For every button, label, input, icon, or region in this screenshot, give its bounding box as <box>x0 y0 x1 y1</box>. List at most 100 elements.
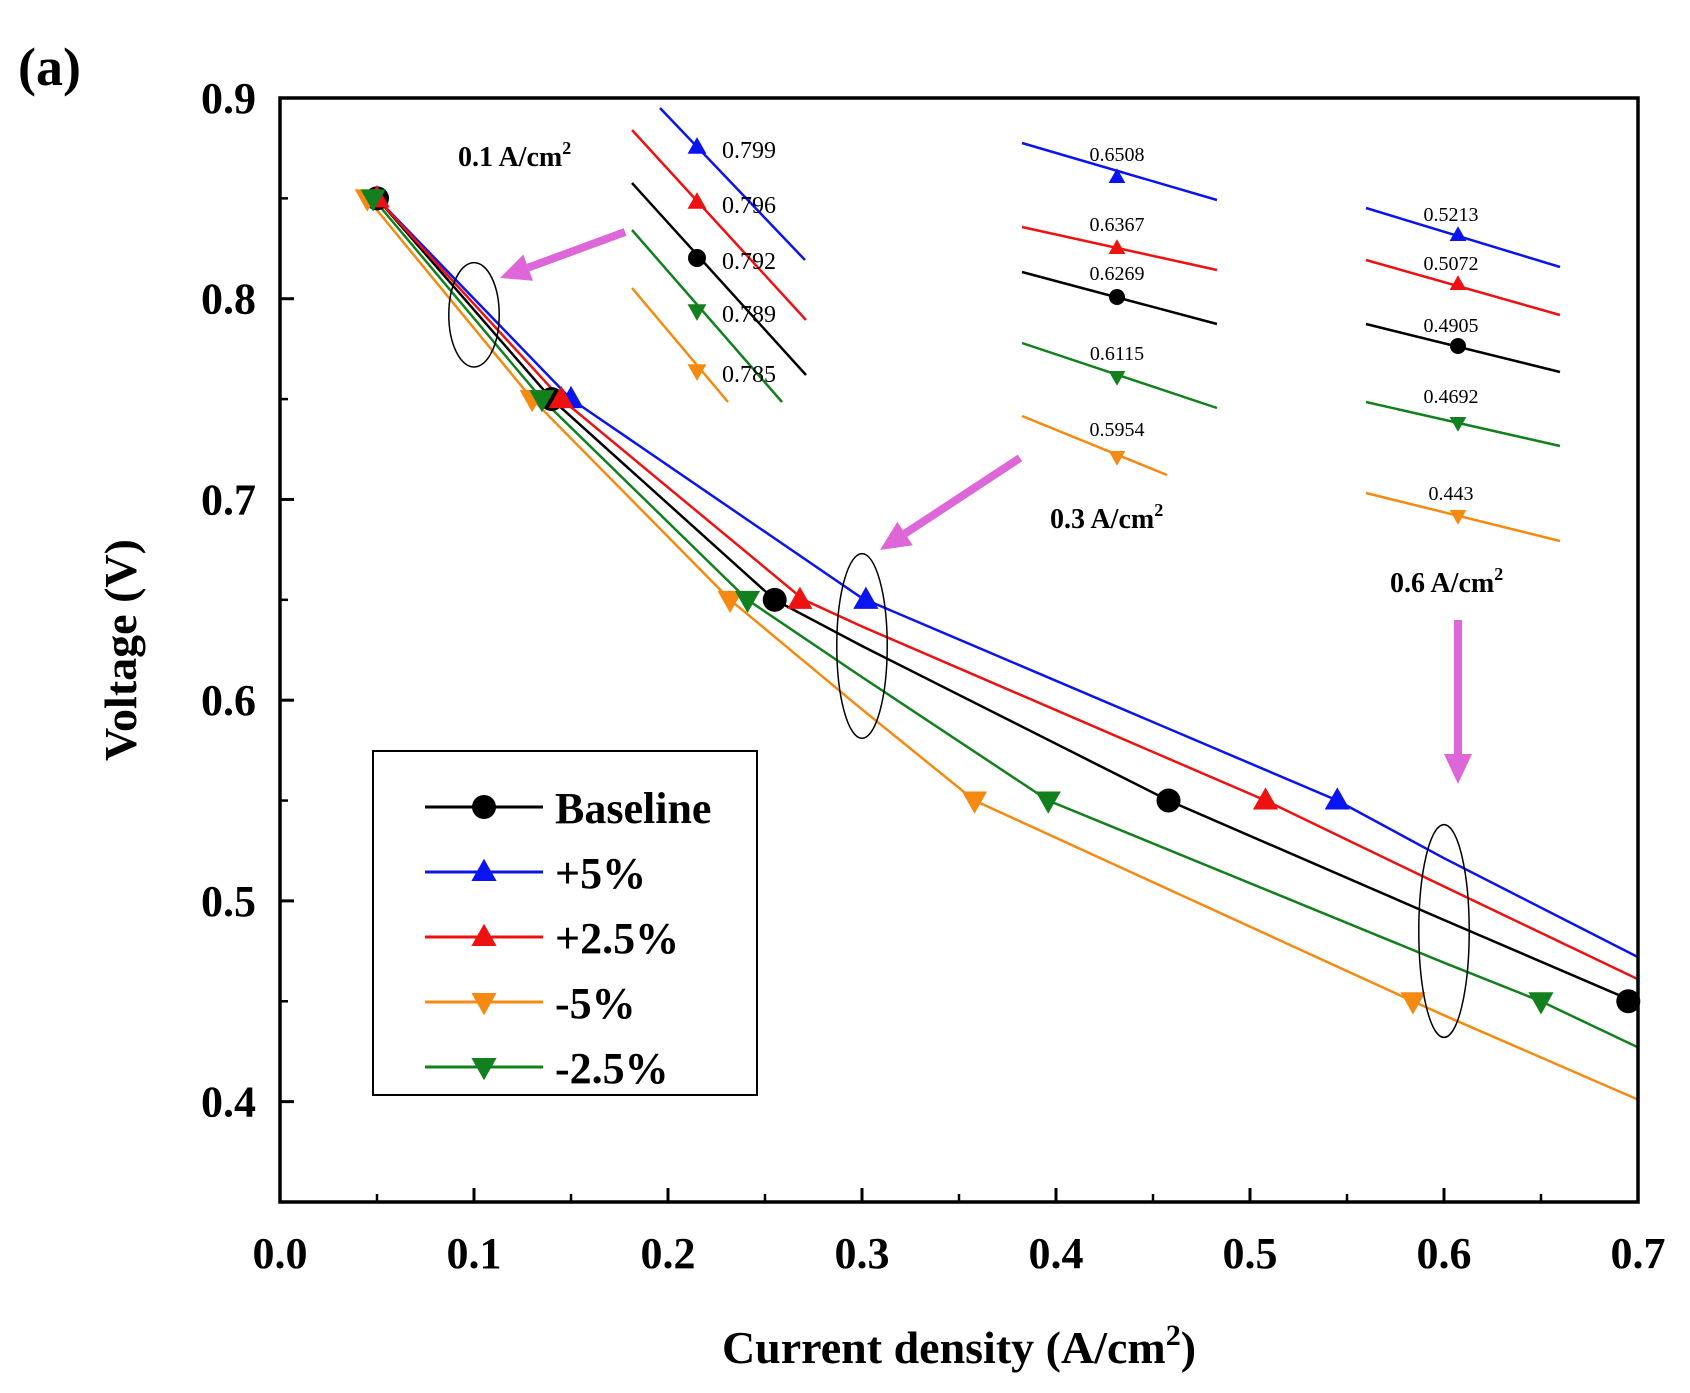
inset-point-plusminus-5pct <box>1449 226 1467 241</box>
highlight-ellipse <box>448 261 500 368</box>
inset-value-minus-5pct: 0.785 <box>722 362 776 388</box>
data-point-minus-2-5pct <box>1035 791 1061 814</box>
inset-line-minus-2-5pct <box>631 229 783 403</box>
inset-value-plusminus-5pct: 0.6508 <box>1090 144 1145 166</box>
data-point-minus-2-5pct <box>360 189 386 212</box>
inset-point-minus-2-5pct <box>1449 417 1467 432</box>
inset-line-minus-5pct <box>1365 491 1561 543</box>
arrow-0-1 <box>500 228 627 281</box>
legend-item-minus-5pct: -5% <box>425 979 636 1028</box>
legend-swatch-marker <box>471 993 497 1016</box>
inset-line-plusminus-5pct <box>659 107 806 261</box>
inset-point-baseline <box>1109 289 1125 305</box>
inset-value-plusminus-2-5pct: 0.796 <box>722 193 776 219</box>
data-point-plusminus-5pct <box>853 586 879 609</box>
x-tick-label: 0.3 <box>835 1229 890 1278</box>
inset-value-minus-2-5pct: 0.789 <box>722 302 776 328</box>
inset-value-minus-2-5pct: 0.6115 <box>1090 343 1144 365</box>
annotation-arrows <box>500 228 1472 784</box>
inset-value-minus-2-5pct: 0.4692 <box>1424 386 1479 408</box>
y-axis-title: Voltage (V) <box>95 539 146 761</box>
panel-label: (a) <box>18 37 81 97</box>
legend-swatch-marker <box>471 1058 497 1081</box>
legend-item-plusminus-5pct: +5% <box>425 849 646 898</box>
inset-point-plusminus-5pct <box>1108 168 1126 183</box>
inset-point-plusminus-2-5pct <box>1108 239 1126 254</box>
data-point-plusminus-5pct <box>1324 787 1350 810</box>
y-tick-label: 0.6 <box>201 676 256 725</box>
legend-label: -2.5% <box>555 1044 669 1093</box>
arrow-0-6 <box>1444 620 1472 784</box>
inset-point-plusminus-2-5pct <box>687 192 707 209</box>
inset-point-plusminus-2-5pct <box>1449 275 1467 290</box>
inset-line-plusminus-2-5pct <box>631 129 807 321</box>
inset-point-baseline <box>1450 338 1466 354</box>
inset-line-minus-5pct <box>631 287 729 403</box>
data-point-plusminus-2-5pct <box>1252 787 1279 810</box>
y-tick-label: 0.5 <box>201 877 256 926</box>
data-point-minus-5pct <box>717 590 743 614</box>
y-tick-label: 0.4 <box>201 1078 256 1127</box>
x-tick-label: 0.0 <box>253 1229 308 1278</box>
highlight-ellipse <box>1418 823 1470 1039</box>
inset-line-minus-5pct <box>1021 414 1168 477</box>
x-tick-label: 0.6 <box>1417 1229 1472 1278</box>
y-axis-ticks: 0.4 0.5 0.6 0.7 0.8 0.9 <box>201 74 294 1127</box>
data-point-minus-2-5pct <box>529 390 555 413</box>
inset-value-baseline: 0.4905 <box>1424 315 1479 337</box>
inset-value-baseline: 0.6269 <box>1090 263 1145 285</box>
x-tick-label: 0.5 <box>1223 1229 1278 1278</box>
legend-item-plusminus-2-5pct: +2.5% <box>425 914 679 963</box>
series-line-minus-2-5pct <box>372 197 1639 1049</box>
legend-label: +2.5% <box>555 914 679 963</box>
legend: Baseline +5% +2.5% -5% -2.5% <box>372 750 758 1096</box>
x-tick-label: 0.4 <box>1029 1229 1084 1278</box>
data-point-minus-2-5pct <box>1528 992 1554 1015</box>
highlight-ellipse <box>836 552 888 740</box>
inset-point-baseline <box>688 249 706 267</box>
series-line-minus-5pct <box>366 197 1639 1101</box>
data-point-baseline <box>1156 788 1181 813</box>
x-tick-label: 0.7 <box>1611 1229 1666 1278</box>
inset-value-plusminus-2-5pct: 0.6367 <box>1090 214 1145 236</box>
data-point-baseline <box>1616 989 1641 1014</box>
plot-frame <box>278 96 1640 1204</box>
data-point-minus-5pct <box>961 791 988 814</box>
inset-line-baseline <box>631 182 807 376</box>
inset-value-plusminus-2-5pct: 0.5072 <box>1424 253 1479 275</box>
legend-item-baseline: Baseline <box>425 784 711 833</box>
inset-point-minus-2-5pct <box>1108 371 1126 386</box>
inset-line-minus-2-5pct <box>1365 400 1561 448</box>
annotation-label-0-1: 0.1 A/cm2 <box>458 138 571 173</box>
data-point-minus-2-5pct <box>734 590 761 614</box>
data-point-plusminus-2-5pct <box>548 385 574 409</box>
y-tick-label: 0.9 <box>201 74 256 123</box>
annotation-label-0-6: 0.6 A/cm2 <box>1390 564 1503 599</box>
plot-area: 0.0 0.1 0.2 0.3 0.4 0.5 0.6 0.7 0.4 0.5 0.6 0.7 0.8… <box>201 74 1666 1278</box>
series-markers <box>354 185 1641 1015</box>
inset-point-minus-5pct <box>1108 451 1126 466</box>
inset-value-baseline: 0.792 <box>722 249 776 275</box>
x-axis-ticks: 0.0 0.1 0.2 0.3 0.4 0.5 0.6 0.7 <box>253 1188 1666 1278</box>
data-point-plusminus-2-5pct <box>787 586 813 609</box>
legend-swatch-marker <box>471 923 497 946</box>
y-tick-label: 0.8 <box>201 275 256 324</box>
highlight-ellipses <box>448 261 1470 1039</box>
legend-label: -5% <box>555 979 636 1028</box>
inset-value-minus-5pct: 0.443 <box>1429 483 1474 505</box>
inset-point-minus-5pct <box>1449 510 1467 525</box>
inset-1: 0.6508 0.6367 0.6269 0.6115 0.5954 <box>1021 141 1218 477</box>
inset-0: 0.799 0.796 0.792 0.789 0.785 <box>631 107 807 403</box>
inset-point-plusminus-5pct <box>687 137 707 154</box>
data-point-baseline <box>762 587 787 612</box>
series-line-plusminus-5pct <box>376 197 1639 959</box>
inset-line-plusminus-5pct <box>1021 141 1218 202</box>
inset-point-minus-2-5pct <box>687 304 707 321</box>
legend-swatch-marker <box>472 795 496 819</box>
x-tick-label: 0.2 <box>641 1229 696 1278</box>
legend-label: Baseline <box>555 784 711 833</box>
legend-item-minus-2-5pct: -2.5% <box>425 1044 669 1093</box>
zoom-insets: 0.7990.7960.7920.7890.7850.65080.63670.6… <box>631 107 1561 543</box>
legend-label: +5% <box>555 849 646 898</box>
inset-value-plusminus-5pct: 0.5213 <box>1424 204 1479 226</box>
